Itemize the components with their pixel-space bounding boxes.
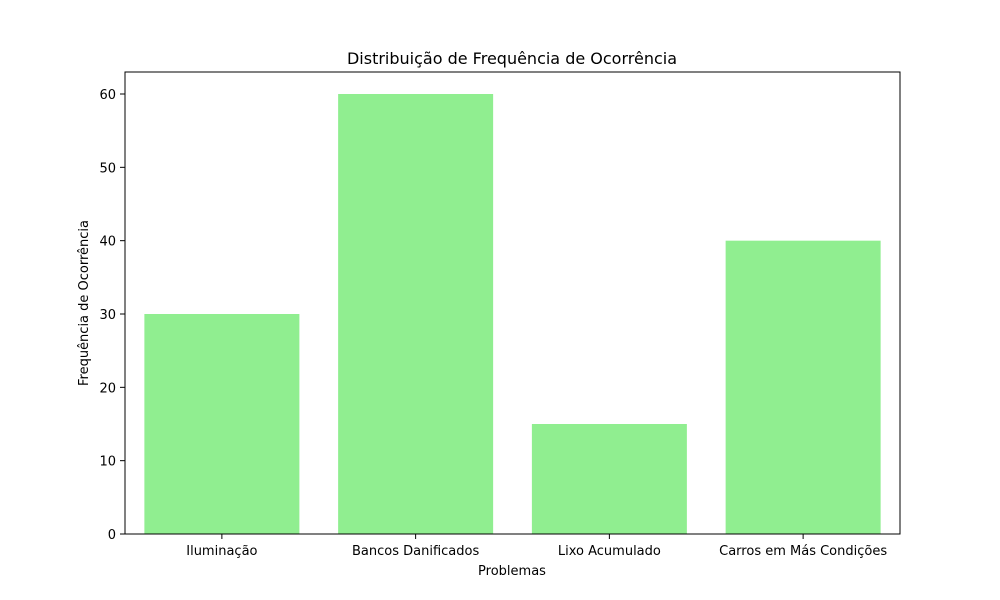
y-axis: 0 10 20 30 40 50 60 (99, 88, 125, 543)
bar (144, 314, 300, 534)
y-tick-label: 50 (99, 161, 116, 176)
x-tick-label: Lixo Acumulado (558, 544, 661, 559)
x-tick-label: Carros em Más Condições (719, 544, 887, 559)
bars-layer (144, 94, 881, 535)
y-tick-label: 30 (99, 308, 116, 323)
y-tick-label: 10 (99, 455, 116, 470)
y-tick-label: 20 (99, 381, 116, 396)
x-axis-label: Problemas (478, 564, 546, 579)
x-tick-label: Bancos Danificados (352, 544, 479, 559)
plot-frame (124, 71, 901, 535)
x-axis: Iluminação Bancos Danificados Lixo Acumula… (186, 534, 887, 559)
chart-title: Distribuição de Frequência de Ocorrência (347, 49, 677, 68)
y-tick-label: 0 (108, 528, 116, 543)
y-axis-label: Frequência de Ocorrência (77, 220, 92, 386)
y-tick-label: 60 (99, 88, 116, 103)
bar (531, 424, 687, 534)
x-tick-label: Iluminação (186, 544, 257, 559)
bar (338, 94, 494, 534)
y-tick-label: 40 (99, 235, 116, 250)
bar (725, 240, 881, 535)
